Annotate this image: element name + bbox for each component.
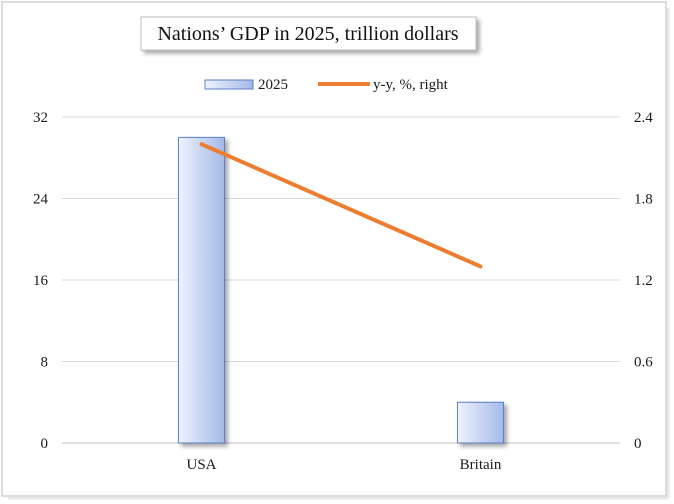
category-labels: USA Britain — [186, 457, 501, 473]
legend-bar-swatch — [204, 79, 254, 90]
line-yy-growth — [199, 142, 483, 269]
right-tick-label: 1.2 — [634, 273, 653, 289]
left-axis-ticks: 0 8 16 24 32 — [33, 110, 49, 452]
line-series — [199, 142, 483, 269]
bar-britain — [457, 401, 504, 444]
right-axis-ticks: 0 0.6 1.2 1.8 2.4 — [634, 110, 653, 452]
left-tick-label: 32 — [33, 110, 48, 126]
left-tick-label: 16 — [33, 273, 49, 289]
legend: 2025 y-y, %, right — [204, 77, 449, 93]
right-tick-label: 1.8 — [634, 192, 653, 208]
chart-frame — [1, 1, 667, 497]
left-tick-label: 8 — [41, 355, 49, 371]
category-label: Britain — [460, 457, 502, 473]
right-tick-label: 0.6 — [634, 355, 653, 371]
chart-title: Nations’ GDP in 2025, trillion dollars — [157, 23, 458, 45]
chart-title-box: Nations’ GDP in 2025, trillion dollars — [140, 16, 477, 51]
category-label: USA — [186, 457, 216, 473]
gridlines — [62, 116, 620, 444]
bar-usa — [178, 136, 225, 444]
right-tick-label: 2.4 — [634, 110, 653, 126]
left-tick-label: 24 — [33, 192, 49, 208]
legend-label-line: y-y, %, right — [373, 77, 449, 93]
left-tick-label: 0 — [41, 436, 49, 452]
bar-series — [178, 136, 504, 444]
legend-label-bars: 2025 — [258, 77, 288, 93]
right-tick-label: 0 — [634, 436, 642, 452]
